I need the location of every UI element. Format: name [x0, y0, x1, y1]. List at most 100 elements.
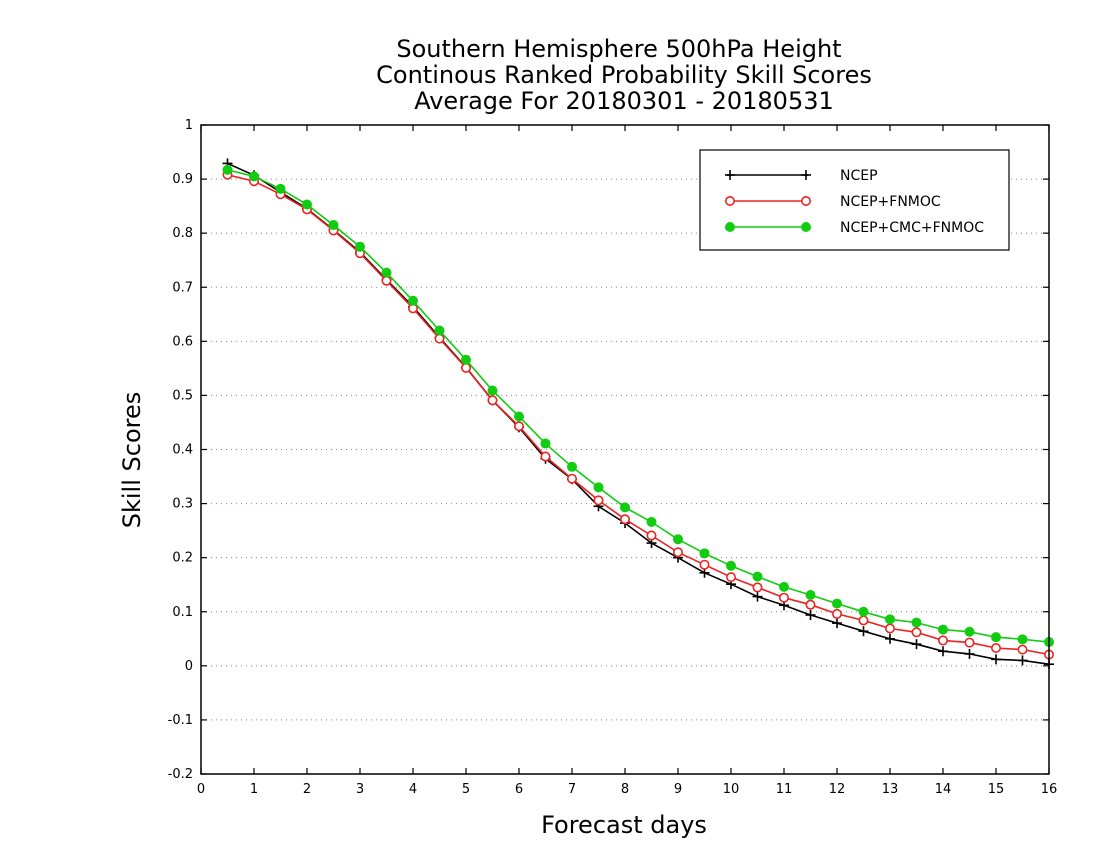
data-point-ncep-cmc-fnmoc [461, 354, 471, 365]
data-point-ncep-cmc-fnmoc [249, 171, 259, 182]
data-point-ncep-fnmoc [672, 547, 683, 558]
y-tick-label: 0.8 [172, 226, 193, 241]
data-point-ncep-cmc-fnmoc [911, 617, 922, 628]
data-point-ncep-fnmoc [831, 608, 842, 619]
legend-marker-start [725, 170, 735, 180]
x-tick-label: 11 [776, 782, 793, 797]
x-tick-label: 15 [988, 782, 1005, 797]
x-tick-label: 10 [723, 782, 740, 797]
data-point-ncep [752, 591, 763, 602]
data-point-ncep-fnmoc [937, 635, 948, 646]
x-tick-label: 8 [621, 782, 629, 797]
data-point-ncep-cmc-fnmoc [964, 626, 975, 637]
y-tick-label: 0.5 [172, 388, 193, 403]
data-point-ncep-cmc-fnmoc [726, 560, 736, 571]
y-tick-label: 0.1 [172, 605, 193, 620]
data-point-ncep-cmc-fnmoc [567, 461, 577, 472]
legend-label: NCEP [840, 168, 878, 184]
y-tick-label: 0.9 [172, 172, 193, 187]
x-tick-label: 1 [250, 782, 258, 797]
y-tick-label: 0.6 [172, 334, 193, 349]
legend-marker-end [800, 196, 811, 207]
data-point-ncep-cmc-fnmoc [302, 199, 312, 210]
data-point-ncep-fnmoc [911, 627, 922, 638]
data-point-ncep [911, 639, 922, 650]
data-point-ncep [938, 646, 948, 657]
x-tick-label: 7 [568, 782, 576, 797]
data-point-ncep-cmc-fnmoc [673, 534, 683, 545]
x-tick-label: 0 [197, 782, 205, 797]
chart-title-line-1: Southern Hemisphere 500hPa Height [396, 35, 841, 63]
data-point-ncep-fnmoc [805, 599, 816, 610]
data-point-ncep-fnmoc [884, 623, 895, 634]
data-point-ncep-cmc-fnmoc [805, 589, 816, 600]
data-point-ncep [885, 633, 895, 644]
data-point-ncep-fnmoc [964, 637, 975, 648]
y-tick-label: -0.2 [168, 767, 193, 782]
legend-marker-end [801, 170, 811, 180]
x-tick-label: 2 [303, 782, 311, 797]
y-tick-label: 0.7 [172, 280, 193, 295]
legend-marker-start [725, 222, 735, 232]
data-point-ncep-fnmoc [725, 572, 736, 583]
data-point-ncep-fnmoc [778, 592, 789, 603]
x-tick-label: 13 [882, 782, 899, 797]
data-point-ncep-cmc-fnmoc [514, 411, 524, 422]
legend: NCEP NCEP+FNMOC NCEP+CMC+FNMOC [699, 149, 1010, 251]
data-point-ncep-cmc-fnmoc [832, 598, 842, 609]
data-point-ncep [858, 626, 869, 637]
data-point-ncep-fnmoc [566, 473, 577, 484]
data-point-ncep-cmc-fnmoc [434, 325, 445, 336]
data-point-ncep-fnmoc [619, 514, 630, 525]
legend-label: NCEP+FNMOC [840, 194, 941, 210]
legend-marker-start [724, 196, 735, 207]
data-point-ncep-cmc-fnmoc [752, 571, 763, 582]
x-tick-label: 5 [462, 782, 470, 797]
legend-item-ncep-fnmoc: NCEP+FNMOC [724, 194, 941, 210]
data-point-ncep [991, 654, 1001, 665]
x-tick-label: 12 [829, 782, 846, 797]
data-point-ncep-fnmoc [858, 615, 869, 626]
y-tick-label: 0.2 [172, 551, 193, 566]
data-point-ncep-cmc-fnmoc [885, 614, 895, 625]
data-point-ncep-cmc-fnmoc [646, 516, 657, 527]
x-tick-label: 3 [356, 782, 364, 797]
x-tick-label: 6 [515, 782, 523, 797]
data-point-ncep-cmc-fnmoc [938, 624, 948, 635]
data-point-ncep-fnmoc [646, 530, 657, 541]
axis-ticks: -0.2-0.100.10.20.30.40.50.60.70.80.910 1 2… [168, 118, 1058, 797]
data-point-ncep-cmc-fnmoc [593, 482, 604, 493]
data-point-ncep-cmc-fnmoc [540, 438, 551, 449]
x-tick-label: 4 [409, 782, 417, 797]
data-point-ncep [964, 648, 975, 659]
data-point-ncep-cmc-fnmoc [355, 241, 365, 252]
data-point-ncep-cmc-fnmoc [620, 502, 630, 513]
y-tick-label: 0.3 [172, 497, 193, 512]
x-axis-title: Forecast days [541, 811, 707, 839]
data-point-ncep-fnmoc [513, 421, 524, 432]
data-point-ncep-cmc-fnmoc [858, 606, 869, 617]
legend-marker-end [801, 222, 811, 232]
data-point-ncep-cmc-fnmoc [991, 632, 1001, 643]
data-point-ncep-cmc-fnmoc [222, 164, 233, 175]
legend-item-ncep: NCEP [725, 168, 878, 184]
data-point-ncep-cmc-fnmoc [779, 581, 789, 592]
data-point-ncep-fnmoc [752, 582, 763, 593]
data-point-ncep [805, 609, 816, 620]
y-tick-label: 0 [185, 659, 193, 674]
chart-titles: Southern Hemisphere 500hPa Height Contin… [118, 35, 872, 839]
data-point-ncep-cmc-fnmoc [275, 183, 286, 194]
chart-title-line-3: Average For 20180301 - 20180531 [414, 87, 834, 115]
y-axis-title: Skill Scores [118, 392, 146, 529]
series-ncep-cmc-fnmoc [222, 164, 1054, 648]
data-point-ncep-fnmoc [1017, 644, 1028, 655]
chart-title-line-2: Continous Ranked Probability Skill Score… [376, 61, 872, 89]
data-point-ncep-cmc-fnmoc [1017, 634, 1028, 645]
data-point-ncep-fnmoc [460, 362, 471, 373]
data-point-ncep-fnmoc [699, 559, 710, 570]
x-tick-label: 14 [935, 782, 952, 797]
data-point-ncep-fnmoc [593, 495, 604, 506]
legend-item-ncep-cmc-fnmoc: NCEP+CMC+FNMOC [725, 220, 984, 236]
